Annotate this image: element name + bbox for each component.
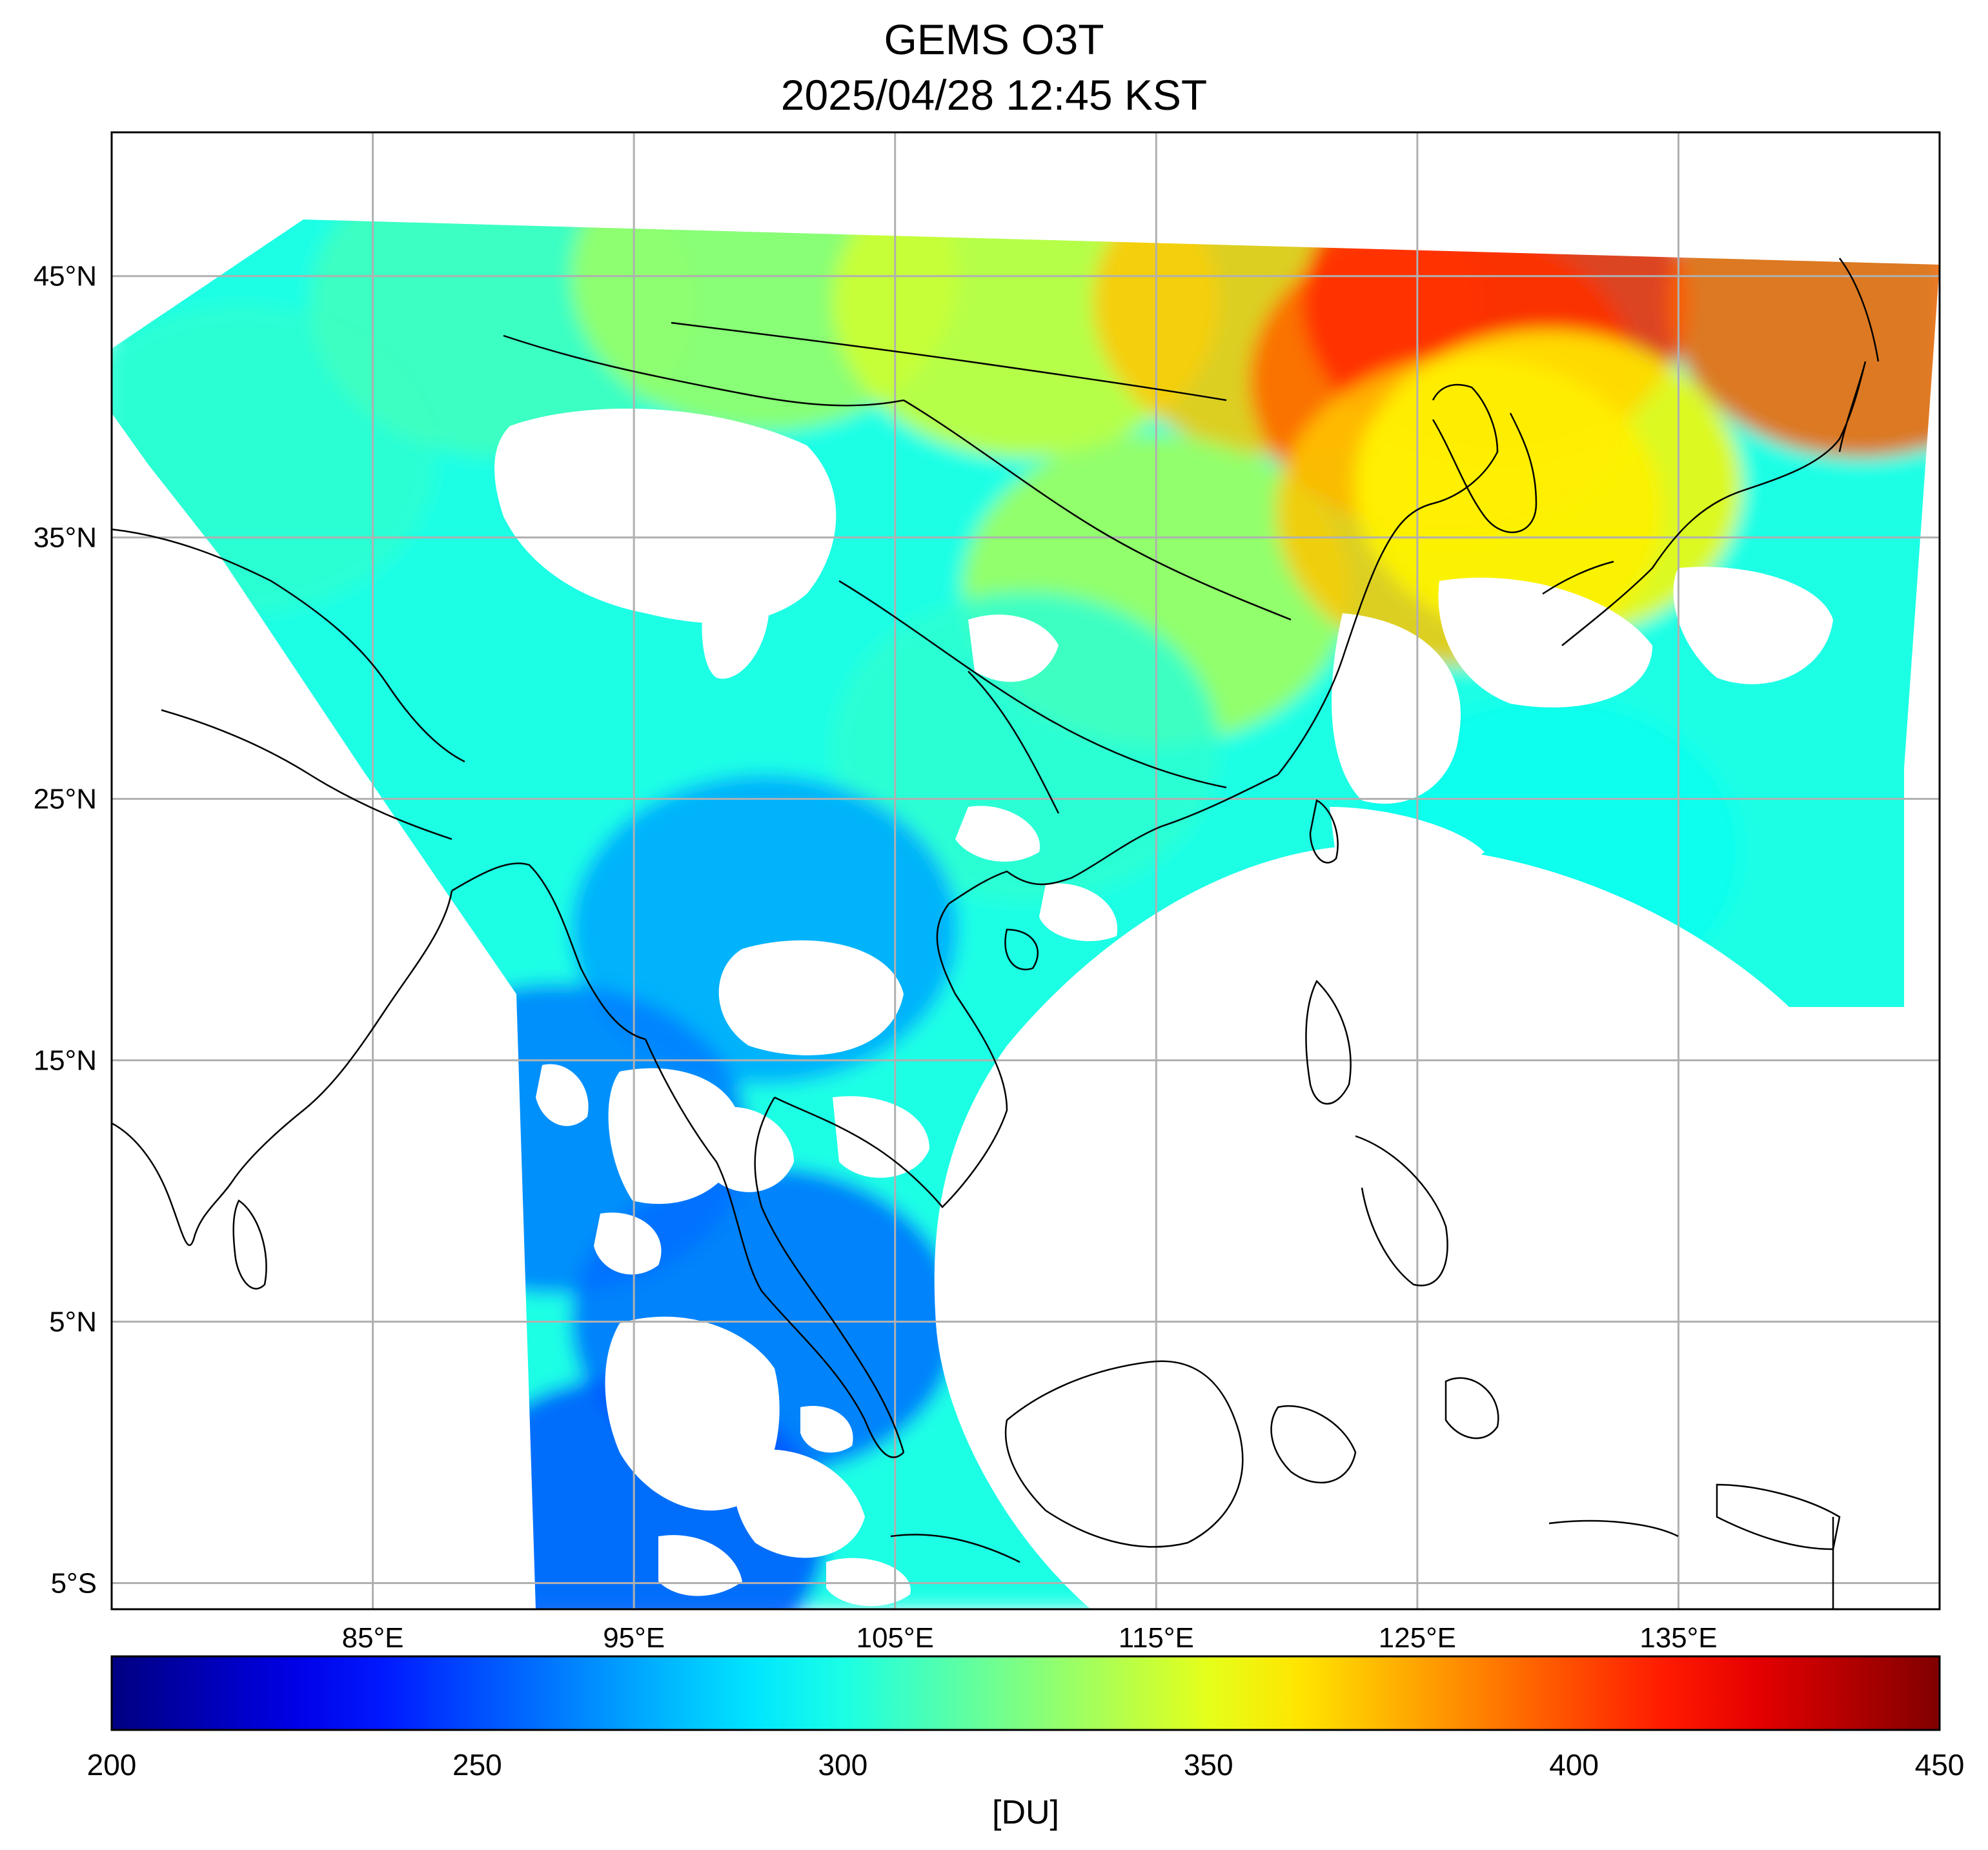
colorbar-tick-label: 400 <box>1549 1748 1599 1782</box>
colorbar-tick-label: 450 <box>1915 1748 1965 1782</box>
colorbar-ticks: 200 250 300 350 400 450 <box>87 1748 1965 1782</box>
colorbar-tick-label: 300 <box>818 1748 867 1782</box>
colorbar-tick-label: 250 <box>452 1748 502 1782</box>
longitude-label: 115°E <box>1119 1622 1194 1654</box>
map-frame <box>110 131 1941 1611</box>
colorbar-tick-label: 350 <box>1184 1748 1233 1782</box>
graticule <box>112 132 1940 1609</box>
longitude-labels: 85°E 95°E 105°E 115°E 125°E 135°E <box>342 1622 1718 1654</box>
latitude-label: 5°S <box>51 1568 97 1600</box>
colorbar <box>110 1655 1941 1731</box>
map-subtitle: 2025/04/28 12:45 KST <box>780 71 1208 119</box>
longitude-label: 105°E <box>857 1622 934 1654</box>
field-sample <box>1354 330 1742 640</box>
latitude-label: 45°N <box>34 261 97 292</box>
missing-data-mask <box>494 408 1833 1607</box>
field-sample <box>832 591 1219 902</box>
latitude-label: 25°N <box>34 784 97 815</box>
ozone-field <box>112 219 1940 1609</box>
map-title: GEMS O3T <box>884 15 1104 63</box>
longitude-label: 95°E <box>603 1622 665 1654</box>
longitude-label: 85°E <box>342 1622 404 1654</box>
latitude-labels: 45°N 35°N 25°N 15°N 5°N 5°S <box>34 261 97 1600</box>
latitude-label: 5°N <box>49 1306 97 1338</box>
latitude-label: 15°N <box>34 1045 97 1077</box>
latitude-label: 35°N <box>34 522 97 554</box>
colorbar-tick-label: 200 <box>87 1748 137 1782</box>
longitude-label: 135°E <box>1639 1622 1717 1654</box>
longitude-label: 125°E <box>1379 1622 1456 1654</box>
coastlines <box>112 258 1880 1609</box>
colorbar-unit: [DU] <box>992 1794 1059 1831</box>
